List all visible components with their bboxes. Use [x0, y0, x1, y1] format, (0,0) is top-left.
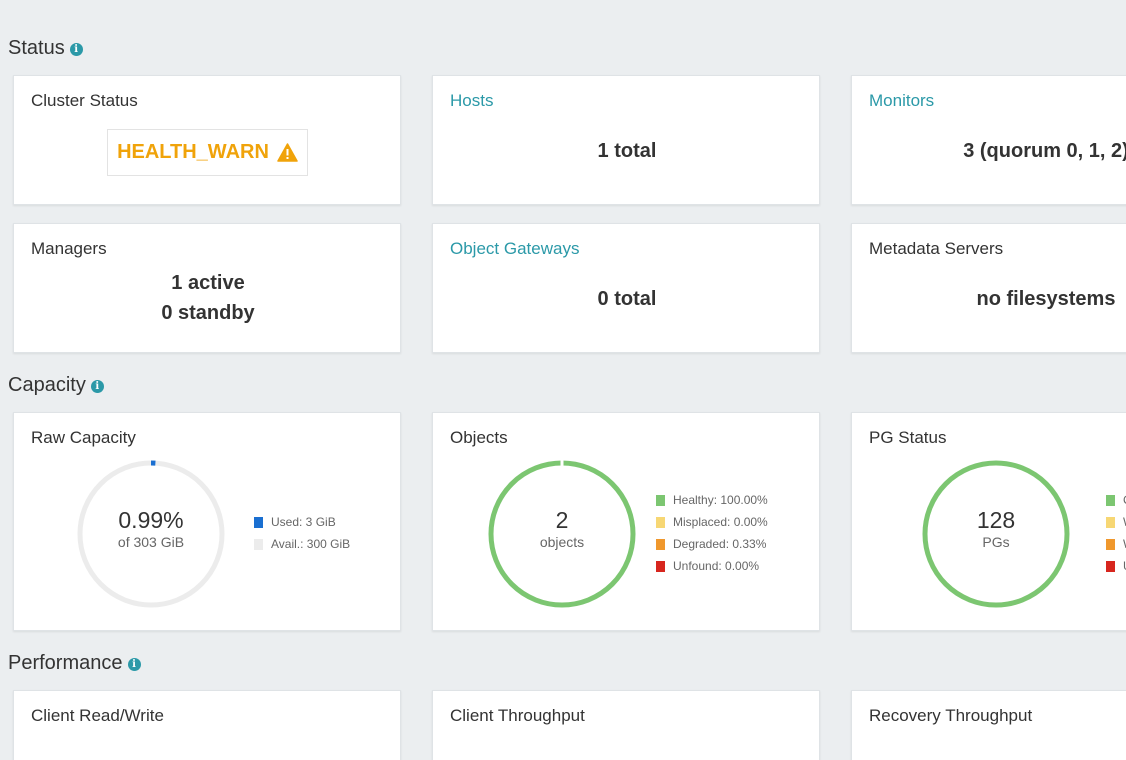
card-client-throughput: Client Throughput — [432, 690, 820, 760]
legend-label: C — [1123, 493, 1126, 507]
legend-label: W — [1123, 515, 1126, 529]
pg-count: 128 — [976, 507, 1016, 533]
card-metadata-servers: Metadata Servers no filesystems — [851, 223, 1126, 353]
section-performance: Performance i — [8, 652, 141, 675]
legend-item[interactable]: Healthy: 100.00% — [656, 489, 768, 511]
objects-donut — [488, 459, 636, 608]
legend-item[interactable]: W — [1106, 533, 1126, 555]
legend-item[interactable]: C — [1106, 489, 1126, 511]
legend-item[interactable]: U — [1106, 555, 1126, 577]
card-title: Client Read/Write — [31, 706, 164, 725]
object-gateways-value: 0 total — [597, 288, 657, 310]
hosts-value: 1 total — [597, 140, 657, 162]
pg-unit: PGs — [982, 534, 1010, 550]
legend-swatch — [1106, 494, 1115, 506]
card-title: Objects — [450, 428, 508, 447]
card-title: PG Status — [869, 428, 947, 447]
metadata-servers-value: no filesystems — [976, 288, 1116, 310]
legend-label: Unfound: 0.00% — [673, 559, 760, 573]
monitors-value: 3 (quorum 0, 1, 2) — [963, 140, 1126, 162]
legend-item[interactable]: Used: 3 GiB — [254, 511, 350, 533]
raw-capacity-donut — [77, 460, 225, 608]
info-icon[interactable]: i — [127, 658, 141, 671]
card-client-read-write: Client Read/Write — [13, 690, 401, 760]
legend-swatch — [1106, 516, 1115, 528]
hosts-link[interactable]: Hosts — [450, 91, 494, 110]
legend-label: Healthy: 100.00% — [673, 493, 768, 507]
objects-legend: Healthy: 100.00% Misplaced: 0.00% Degrad… — [656, 489, 768, 577]
legend-swatch — [656, 560, 665, 572]
card-object-gateways: Object Gateways 0 total — [432, 223, 820, 353]
raw-capacity-legend: Used: 3 GiB Avail.: 300 GiB — [254, 511, 350, 555]
card-title: Managers — [31, 239, 107, 258]
card-title: Client Throughput — [450, 706, 585, 725]
section-performance-title: Performance — [8, 652, 123, 674]
warning-icon — [277, 143, 298, 162]
legend-swatch — [1106, 560, 1115, 572]
managers-active: 1 active — [171, 272, 245, 294]
legend-item[interactable]: Degraded: 0.33% — [656, 533, 768, 555]
pg-status-donut — [922, 460, 1070, 608]
card-hosts: Hosts 1 total — [432, 75, 820, 205]
card-cluster-status: Cluster Status HEALTH_WARN — [13, 75, 401, 205]
legend-swatch — [254, 516, 263, 528]
card-title: Metadata Servers — [869, 239, 1004, 258]
legend-swatch — [1106, 538, 1115, 550]
health-status-text: HEALTH_WARN — [117, 141, 269, 163]
pg-status-legend: C W W U — [1106, 489, 1126, 577]
legend-label: Misplaced: 0.00% — [673, 515, 768, 529]
legend-label: Used: 3 GiB — [271, 515, 336, 529]
pg-status-chart: 128 PGs — [921, 459, 1071, 609]
info-icon[interactable]: i — [90, 380, 104, 393]
info-icon[interactable]: i — [69, 43, 83, 56]
card-managers: Managers 1 active 0 standby — [13, 223, 401, 353]
health-status-badge[interactable]: HEALTH_WARN — [107, 129, 308, 176]
legend-item[interactable]: Avail.: 300 GiB — [254, 533, 350, 555]
monitors-link[interactable]: Monitors — [869, 91, 935, 110]
legend-item[interactable]: W — [1106, 511, 1126, 533]
legend-item[interactable]: Misplaced: 0.00% — [656, 511, 768, 533]
objects-chart: 2 objects — [487, 459, 637, 609]
raw-capacity-used-arc — [77, 460, 225, 608]
legend-label: W — [1123, 537, 1126, 551]
section-status-title: Status — [8, 37, 65, 59]
legend-swatch — [656, 538, 665, 550]
card-pg-status: PG Status 128 PGs C W W U — [851, 412, 1126, 631]
card-objects: Objects 2 objects Healthy: 100.00% Mispl… — [432, 412, 820, 631]
raw-capacity-percent: 0.99% — [118, 507, 184, 533]
legend-swatch — [656, 494, 665, 506]
legend-label: Degraded: 0.33% — [673, 537, 767, 551]
legend-swatch — [656, 516, 665, 528]
card-title: Raw Capacity — [31, 428, 136, 447]
section-status: Status i — [8, 37, 83, 60]
legend-label: Avail.: 300 GiB — [271, 537, 351, 551]
card-raw-capacity: Raw Capacity 0.99% of 303 GiB Used: 3 Gi… — [13, 412, 401, 631]
objects-count: 2 — [555, 507, 569, 533]
objects-unit: objects — [539, 534, 585, 550]
managers-standby: 0 standby — [161, 302, 255, 324]
card-title: Cluster Status — [31, 91, 138, 110]
card-title: Recovery Throughput — [869, 706, 1033, 725]
raw-capacity-total: of 303 GiB — [117, 534, 185, 550]
card-recovery-throughput: Recovery Throughput — [851, 690, 1126, 760]
legend-swatch — [254, 538, 263, 550]
legend-item[interactable]: Unfound: 0.00% — [656, 555, 768, 577]
raw-capacity-chart: 0.99% of 303 GiB — [76, 459, 226, 609]
section-capacity-title: Capacity — [8, 374, 86, 396]
section-capacity: Capacity i — [8, 374, 104, 397]
legend-label: U — [1123, 559, 1126, 573]
card-monitors: Monitors 3 (quorum 0, 1, 2) — [851, 75, 1126, 205]
object-gateways-link[interactable]: Object Gateways — [450, 239, 580, 258]
